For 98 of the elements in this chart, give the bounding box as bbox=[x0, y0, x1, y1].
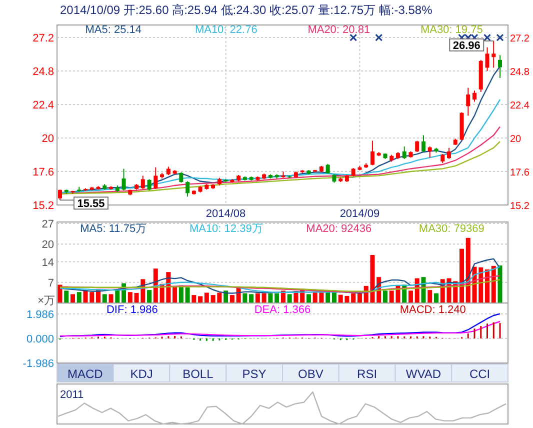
bar bbox=[459, 248, 464, 303]
y-tick-label: 24.8 bbox=[32, 66, 54, 78]
candlestick bbox=[122, 168, 126, 191]
bar bbox=[198, 296, 203, 303]
y-tick-label: 27 bbox=[42, 218, 54, 230]
y-tick-label: 14 bbox=[42, 256, 54, 269]
text: BOLL bbox=[182, 367, 214, 381]
text: MA5: 25.14 bbox=[85, 24, 142, 36]
text: KDJ bbox=[130, 367, 153, 381]
bar bbox=[242, 293, 248, 303]
text: MACD bbox=[68, 367, 104, 381]
text: MA10: 22.76 bbox=[194, 24, 258, 36]
bar bbox=[172, 286, 178, 303]
text: RSI bbox=[357, 367, 378, 381]
bar bbox=[428, 290, 432, 303]
text: MA10: 12.39万 bbox=[189, 223, 263, 235]
candlestick bbox=[179, 172, 184, 184]
bar bbox=[76, 292, 82, 303]
y-tick-label: -1.986 bbox=[22, 358, 54, 370]
y-tick-label: 7 bbox=[48, 277, 54, 290]
text: MA5: 11.75万 bbox=[80, 223, 147, 235]
bar bbox=[434, 293, 438, 303]
y2-tick-label: 17.6 bbox=[510, 168, 530, 179]
line-series bbox=[59, 275, 501, 293]
y-tick-label: 17.6 bbox=[32, 166, 54, 179]
bar bbox=[230, 295, 234, 303]
candlestick bbox=[147, 178, 152, 191]
chart-title: 2014/10/09 开:25.60 高:25.94 低:24.30 收:25.07 量:12.75万 幅:-3.58% bbox=[60, 3, 433, 17]
text: CCI bbox=[469, 367, 490, 381]
bar bbox=[274, 293, 280, 303]
text: PSY bbox=[242, 367, 266, 381]
candlestick bbox=[472, 90, 476, 102]
line-series bbox=[59, 320, 501, 337]
bar bbox=[115, 290, 120, 303]
bar bbox=[108, 294, 114, 303]
candlestick bbox=[421, 134, 426, 152]
y-tick-label: 22.4 bbox=[32, 100, 54, 112]
y-tick-label: 20 bbox=[42, 133, 54, 146]
x-tick-label: 2014/09 bbox=[340, 208, 380, 220]
bar bbox=[192, 295, 196, 303]
y-tick-label: 15.2 bbox=[32, 200, 54, 212]
text: ×万 bbox=[38, 295, 55, 307]
bar bbox=[249, 294, 254, 303]
candlestick bbox=[485, 46, 490, 72]
annotation: 15.55 bbox=[77, 198, 105, 210]
candlestick bbox=[370, 140, 374, 166]
x-tick-label: 2014/08 bbox=[206, 208, 246, 220]
candlestick bbox=[326, 163, 330, 174]
bar bbox=[64, 290, 69, 303]
y2-tick-label: 24.8 bbox=[510, 67, 530, 78]
y2-tick-label: 20 bbox=[510, 134, 522, 146]
annotation: 2011 bbox=[60, 389, 84, 401]
bar bbox=[255, 293, 260, 303]
text: MA30: 19.75 bbox=[420, 24, 483, 36]
bar bbox=[70, 294, 76, 303]
bar bbox=[204, 292, 209, 303]
candlestick bbox=[58, 189, 62, 201]
bar bbox=[326, 292, 330, 303]
bar bbox=[306, 294, 311, 303]
bar bbox=[268, 293, 273, 303]
bar bbox=[185, 287, 190, 303]
line-series bbox=[59, 279, 501, 292]
candlestick bbox=[466, 87, 470, 116]
bar bbox=[498, 265, 502, 303]
series-label: MACD: 1.240 bbox=[400, 304, 466, 316]
y2-tick-label: 27.2 bbox=[510, 34, 530, 45]
bar bbox=[351, 293, 356, 303]
candlestick bbox=[428, 146, 432, 158]
text: WVAD bbox=[406, 367, 442, 381]
y2-tick-label: 22.4 bbox=[510, 100, 530, 112]
candlestick bbox=[186, 180, 190, 198]
bar bbox=[287, 294, 292, 303]
series-label: DEA: 1.366 bbox=[254, 304, 311, 316]
candlestick bbox=[498, 54, 502, 79]
candlestick bbox=[440, 154, 445, 164]
candlestick bbox=[415, 140, 420, 152]
y-tick-label: 27.2 bbox=[32, 32, 54, 45]
candlestick bbox=[140, 175, 145, 190]
text: MA30: 79369 bbox=[418, 223, 484, 235]
candlestick bbox=[402, 146, 406, 160]
y2-tick-label: 15.2 bbox=[510, 201, 530, 212]
bar bbox=[147, 290, 152, 303]
candlestick bbox=[446, 147, 451, 160]
text: MA20: 20.81 bbox=[308, 24, 370, 36]
bar bbox=[262, 293, 266, 303]
y-tick-label: 1.986 bbox=[26, 308, 54, 321]
y-tick-label: 20 bbox=[42, 239, 54, 252]
series-label: DIF: 1.986 bbox=[106, 304, 158, 316]
bar bbox=[382, 290, 388, 303]
text: MA20: 92436 bbox=[306, 223, 372, 235]
annotation: 26.96 bbox=[452, 40, 480, 52]
candlestick bbox=[154, 166, 158, 190]
text: OBV bbox=[298, 367, 324, 381]
bar bbox=[102, 294, 107, 303]
y-tick-label: 0.000 bbox=[26, 333, 54, 346]
bar bbox=[128, 292, 132, 303]
candlestick bbox=[492, 40, 496, 68]
bar bbox=[408, 290, 413, 303]
